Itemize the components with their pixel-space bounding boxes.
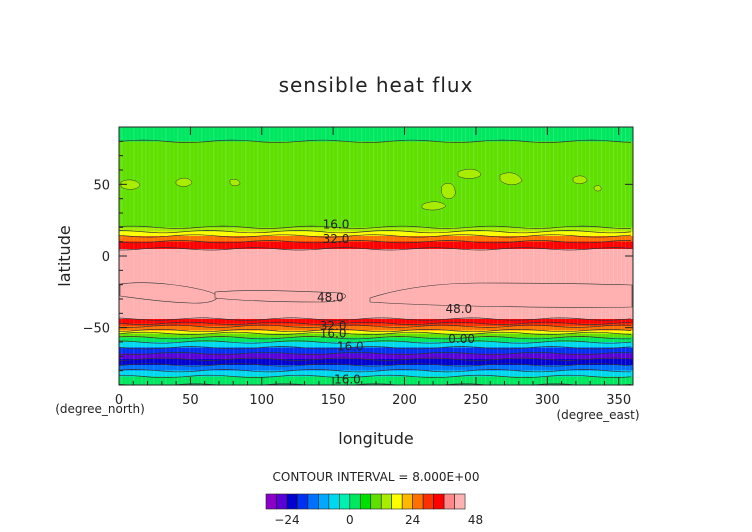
contour-line <box>119 331 632 335</box>
land-patch <box>175 177 193 187</box>
colorbar-swatch <box>276 493 288 510</box>
contour-line <box>119 374 632 378</box>
contour-line <box>119 383 632 385</box>
contour-label: 16.0 <box>337 339 364 353</box>
land-patch <box>457 168 482 179</box>
contour-line <box>119 324 632 328</box>
colorbar-swatch <box>307 493 319 510</box>
x-tick-label: 250 <box>464 393 489 408</box>
y-tick-label: −50 <box>83 322 110 337</box>
contour-line <box>119 321 632 325</box>
contour-lines <box>119 139 632 385</box>
colorbar-swatch <box>380 493 393 510</box>
x-tick-label: 200 <box>392 393 417 408</box>
colorbar-swatch <box>370 493 382 510</box>
colorbar-swatch <box>286 493 298 510</box>
land-patch <box>421 201 447 211</box>
anomaly-patches <box>119 168 633 308</box>
contour-line <box>119 234 632 238</box>
colorbar-swatch <box>391 493 403 510</box>
colorbar-swatch <box>318 493 330 510</box>
colorbar-swatch <box>265 493 277 510</box>
colorbar-tick-label: 24 <box>405 513 420 527</box>
contour-label: 16.0 <box>323 217 350 231</box>
colorbar-swatch <box>297 493 309 510</box>
land-patch <box>441 182 456 199</box>
colorbar-swatch <box>328 493 340 510</box>
y-axis-ticks: −50 0 50 <box>83 140 633 372</box>
y-axis-label: latitude <box>55 225 74 286</box>
contour-line <box>119 336 632 340</box>
x-axis-label: longitude <box>338 429 413 448</box>
x-tick-label: 50 <box>182 393 199 408</box>
colorbar-ticks: −24 0 24 48 <box>274 513 483 527</box>
contour-line <box>119 340 632 344</box>
contour-line <box>119 357 632 361</box>
contour-line <box>119 363 632 367</box>
contour-line <box>119 139 632 143</box>
colorbar <box>265 493 466 510</box>
x-axis-ticks: 0 50 100 150 200 250 300 350 <box>115 127 631 408</box>
high-flux-patch-east <box>369 282 633 308</box>
y-unit-label: (degree_north) <box>55 402 145 416</box>
contour-line <box>119 317 632 321</box>
colorbar-swatch <box>401 493 413 510</box>
meridional-streaks <box>121 127 631 385</box>
contour-label: 48.0 <box>317 291 344 305</box>
colorbar-swatch <box>412 493 424 510</box>
x-tick-label: 100 <box>249 393 274 408</box>
y-tick-label: 50 <box>93 178 110 193</box>
chart-title: sensible heat flux <box>279 73 474 97</box>
x-unit-label: (degree_east) <box>556 408 639 422</box>
contour-label: 32.0 <box>323 232 350 246</box>
contour-line <box>119 346 632 350</box>
colorbar-swatch <box>454 493 466 510</box>
contour-interval-text: CONTOUR INTERVAL = 8.000E+00 <box>273 470 480 484</box>
contour-line <box>119 247 632 251</box>
contour-line <box>119 230 632 234</box>
colorbar-swatch <box>433 493 445 510</box>
contour-line <box>119 225 631 229</box>
land-patch <box>499 172 523 185</box>
heat-flux-field <box>119 127 633 385</box>
contour-line <box>119 351 631 356</box>
contour-label: 0.00 <box>448 332 475 346</box>
land-patch <box>593 185 602 192</box>
x-tick-label: 0 <box>115 393 123 408</box>
x-tick-label: 300 <box>535 393 560 408</box>
contour-line <box>119 369 631 373</box>
contour-label: 16.0 <box>320 326 347 340</box>
x-tick-label: 150 <box>321 393 346 408</box>
x-tick-label: 350 <box>606 393 631 408</box>
colorbar-tick-label: −24 <box>274 513 299 527</box>
colorbar-swatch <box>349 493 361 510</box>
colorbar-swatch <box>443 493 455 510</box>
land-patch <box>572 175 588 184</box>
colorbar-swatch <box>339 493 351 510</box>
high-flux-patch-west <box>119 282 218 304</box>
y-tick-label: 0 <box>102 250 110 265</box>
colorbar-swatch <box>359 493 372 510</box>
contour-line <box>119 328 632 333</box>
land-patch <box>120 179 141 190</box>
colorbar-swatch <box>422 493 434 510</box>
land-patch <box>229 178 241 187</box>
high-flux-patch-mid <box>214 290 346 303</box>
contour-label: 16.0 <box>334 372 361 386</box>
contour-label: 32.0 <box>320 319 347 333</box>
colorbar-tick-label: 48 <box>468 513 483 527</box>
colorbar-tick-label: 0 <box>346 513 354 527</box>
contour-line <box>119 240 631 244</box>
contour-label: 48.0 <box>445 302 472 316</box>
